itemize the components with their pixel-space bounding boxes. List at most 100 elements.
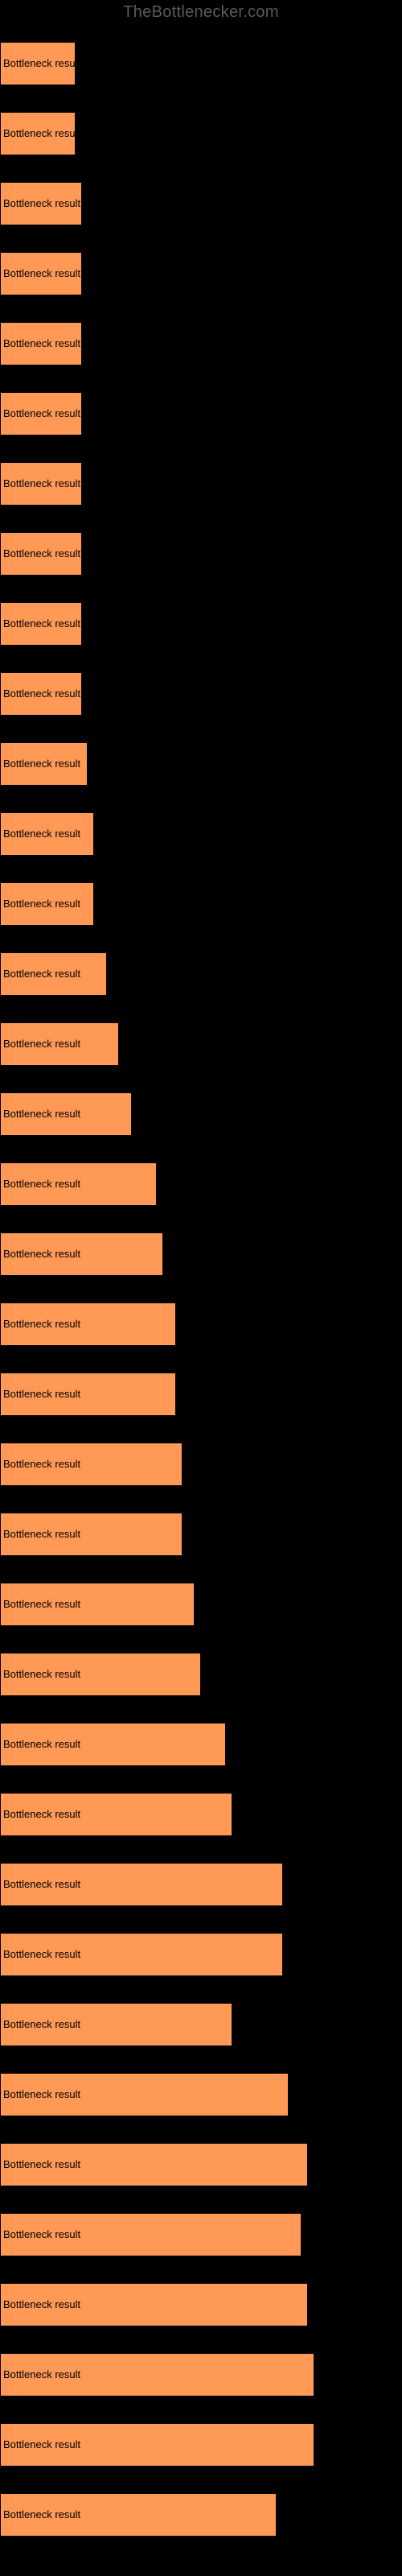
bar-row: Bottleneck result 13% [0, 378, 402, 448]
bar-row: Bottleneck result 13% [0, 238, 402, 308]
bar-value-label: 29% [185, 1528, 207, 1541]
bar-row: Bottleneck result 13% [0, 448, 402, 518]
bar-value-label: 44% [279, 2508, 302, 2521]
bar-row: Bottleneck result15% [0, 799, 402, 869]
bar: Bottleneck result [0, 812, 94, 856]
bar-label: Bottleneck result [3, 337, 80, 349]
bar: Bottleneck result [0, 2423, 314, 2467]
bar-row: Bottleneck result13% [0, 658, 402, 729]
bar-value-label: 31% [197, 1598, 219, 1611]
bar-value-label: 13% [84, 477, 107, 490]
bar-value-label: 13% [84, 547, 107, 560]
bar-label: Bottleneck result [3, 758, 80, 770]
bar-value-label: 45% [285, 1948, 308, 1961]
bar-label: Bottleneck result [3, 2298, 80, 2310]
bar-row: Bottleneck result13% [0, 518, 402, 588]
bar-row: Bottleneck result 37% [0, 1989, 402, 2059]
bar-label: Bottleneck result [3, 407, 80, 419]
bar-row: Bottleneck result17% [0, 939, 402, 1009]
bar-row: Bottleneck result28% [0, 1359, 402, 1429]
bar-row: Bottleneck result 32% [0, 1639, 402, 1709]
bar-value-label: 15% [96, 898, 119, 910]
bar-label: Bottleneck result [3, 1878, 80, 1890]
bar-value-label: 37% [235, 2018, 257, 2031]
bar-label: Bottleneck result [3, 2228, 80, 2240]
bar: Bottleneck result [0, 2353, 314, 2396]
bar: Bottleneck result [0, 182, 82, 225]
bar-value-label: 50% [317, 2438, 339, 2451]
bar-value-label: 50% [317, 2368, 339, 2381]
bar-row: Bottleneck result13% [0, 168, 402, 238]
bar-value-label: 13% [84, 617, 107, 630]
bar: Bottleneck result [0, 1443, 183, 1486]
bar: Bottleneck result [0, 882, 94, 926]
bar-label: Bottleneck result [3, 2438, 80, 2450]
bar-value-label: 19% [121, 1038, 144, 1051]
bar-value-label: 13% [84, 337, 107, 350]
bar-value-label: 13% [84, 407, 107, 420]
bar-label: Bottleneck result [3, 267, 80, 279]
bar: Bottleneck result [0, 1793, 232, 1836]
bar-value-label: 29% [185, 1458, 207, 1471]
bar-row: Bottleneck result 29% [0, 1429, 402, 1499]
bar-label: Bottleneck result [3, 1178, 80, 1190]
bar-value-label: 37% [235, 1808, 257, 1821]
bar: Bottleneck result [0, 2283, 308, 2326]
bar: Bottleneck result [0, 1092, 132, 1136]
bar-label: Bottleneck result [3, 1668, 80, 1680]
bar-row: Bottleneck result36% [0, 1709, 402, 1779]
bar-label: Bottleneck result [3, 1318, 80, 1330]
bar: Bottleneck result [0, 322, 82, 365]
bar-value-label: 14% [90, 758, 113, 770]
bar-label: Bottleneck result [3, 477, 80, 489]
bar-value-label: 48% [304, 2228, 326, 2241]
bar-value-label: 28% [178, 1388, 201, 1401]
bar: Bottleneck result [0, 392, 82, 436]
bar-row: Bottleneck result 49% [0, 2269, 402, 2339]
bar-value-label: 15% [96, 828, 119, 840]
bar: Bottleneck result [0, 2003, 232, 2046]
bar-label: Bottleneck result [3, 1528, 80, 1540]
bar: Bottleneck result [0, 2073, 289, 2116]
bar-value-label: 17% [109, 968, 132, 980]
bar-row: Bottleneck result 29% [0, 1499, 402, 1569]
bar-label: Bottleneck result [3, 1108, 80, 1120]
bar-row: Bottleneck result49% [0, 2129, 402, 2199]
bar-label: Bottleneck result [3, 2508, 80, 2520]
bar-value-label: 13% [84, 267, 107, 280]
bar-row: Bottleneck result 48% [0, 2199, 402, 2269]
bar-value-label: 12% [78, 57, 100, 70]
bar-label: Bottleneck result [3, 2368, 80, 2380]
bar-label: Bottleneck result [3, 617, 80, 630]
bar-value-label: 49% [310, 2158, 333, 2171]
bar: Bottleneck result [0, 672, 82, 716]
site-name: TheBottlenecker.com [123, 3, 279, 21]
bar-value-label: 13% [84, 687, 107, 700]
bar: Bottleneck result [0, 1723, 226, 1766]
bar-value-label: 26% [166, 1248, 188, 1261]
bar-label: Bottleneck result [3, 1948, 80, 1960]
bar: Bottleneck result [0, 1653, 201, 1696]
bar-label: Bottleneck result [3, 1598, 80, 1610]
bar: Bottleneck result [0, 602, 82, 646]
bar-label: Bottleneck result [3, 1458, 80, 1470]
bar: Bottleneck result [0, 1583, 195, 1626]
bar-value-label: 49% [310, 2298, 333, 2311]
bar-value-label: 32% [203, 1668, 226, 1681]
bar-label: Bottleneck result [3, 2018, 80, 2030]
bar-row: Bottleneck result 45% [0, 1919, 402, 1989]
bottleneck-bar-chart: Bottleneck result12%Bottleneck result12%… [0, 28, 402, 2549]
bar-label: Bottleneck result [3, 57, 76, 69]
bar-label: Bottleneck result [3, 127, 76, 139]
page-header: TheBottlenecker.com [0, 0, 402, 28]
bar-row: Bottleneck result 31% [0, 1569, 402, 1639]
bar-value-label: 21% [134, 1108, 157, 1121]
bar-row: Bottleneck result37% [0, 1779, 402, 1849]
bar-label: Bottleneck result [3, 1738, 80, 1750]
bar: Bottleneck result [0, 1373, 176, 1416]
bar: Bottleneck result [0, 1513, 183, 1556]
bar: Bottleneck result [0, 112, 76, 155]
bar: Bottleneck result [0, 1232, 163, 1276]
bar-row: Bottleneck result19% [0, 1009, 402, 1079]
bar-row: Bottleneck result15% [0, 869, 402, 939]
